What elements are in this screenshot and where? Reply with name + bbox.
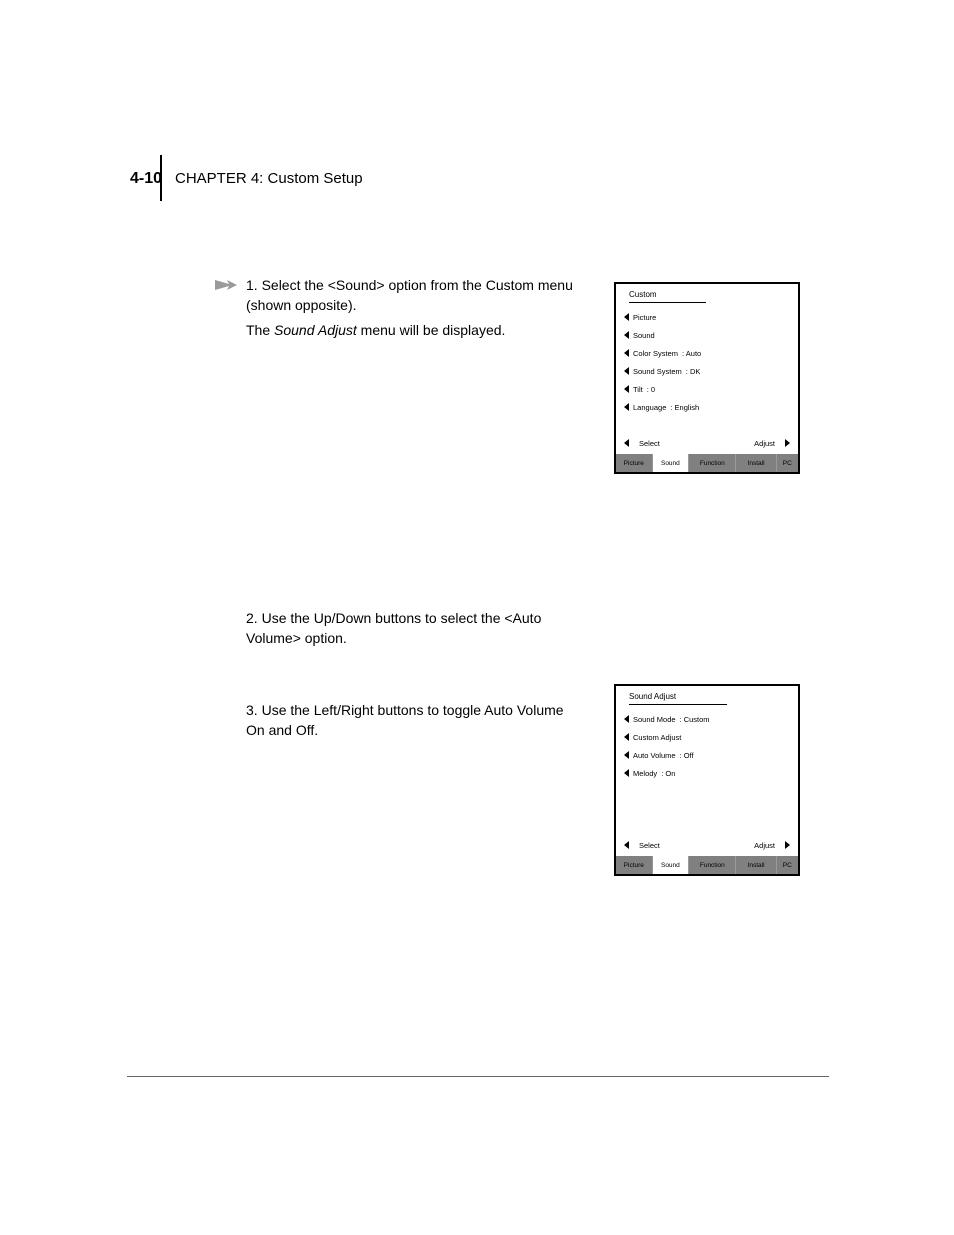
triangle-left-icon — [624, 367, 629, 375]
osd2-tab-1: Sound — [653, 856, 690, 874]
osd2-row-3: Melody : On — [624, 766, 675, 780]
triangle-right-icon — [785, 439, 790, 447]
step-1: 1. Select the <Sound> option from the Cu… — [246, 275, 586, 340]
triangle-left-icon — [624, 715, 629, 723]
osd2-footer-right: Adjust — [754, 841, 775, 850]
osd2-underline — [629, 704, 727, 705]
osd1-title: Custom — [629, 290, 657, 299]
osd-screen-custom: Custom Picture Sound Color System: Auto … — [614, 282, 800, 474]
header-title: CHAPTER 4: Custom Setup — [175, 170, 363, 187]
osd2-title: Sound Adjust — [629, 692, 676, 701]
osd1-row-1-label: Sound — [633, 331, 655, 340]
osd-screen-sound-adjust: Sound Adjust Sound Mode : Custom Custom A… — [614, 684, 800, 876]
step-arrow-icon — [215, 278, 237, 292]
osd2-tab-0: Picture — [616, 856, 653, 874]
osd1-footer: Select Adjust — [624, 436, 790, 450]
step-3: 3. Use the Left/Right buttons to toggle … — [246, 700, 586, 741]
page-number: 4-10 — [130, 170, 162, 188]
osd2-row-1-label: Custom Adjust — [633, 733, 681, 742]
osd1-row-0: Picture — [624, 310, 660, 324]
step-1-sub-em: Sound Adjust — [274, 322, 357, 338]
step-2-num: 2. — [246, 610, 258, 626]
footer-rule — [127, 1076, 829, 1077]
osd1-row-3-label: Sound System — [633, 367, 682, 376]
osd1-row-5: Language : English — [624, 400, 699, 414]
osd1-row-4: Tilt : 0 — [624, 382, 655, 396]
osd1-footer-right: Adjust — [754, 439, 775, 448]
osd1-tab-3: Install — [736, 454, 776, 472]
osd1-row-3-val: : DK — [686, 367, 701, 376]
triangle-left-icon — [624, 313, 629, 321]
triangle-left-icon — [624, 349, 629, 357]
osd2-footer-left: Select — [639, 841, 660, 850]
osd1-row-1: Sound — [624, 328, 659, 342]
osd1-row-2-label: Color System — [633, 349, 678, 358]
osd1-tab-2: Function — [689, 454, 736, 472]
step-1-num: 1. — [246, 277, 258, 293]
osd1-row-4-label: Tilt — [633, 385, 643, 394]
osd1-tab-bar: Picture Sound Function Install PC — [616, 454, 798, 472]
step-3-num: 3. — [246, 702, 258, 718]
triangle-left-icon — [624, 439, 629, 447]
osd2-row-2-val: : Off — [680, 751, 694, 760]
step-2: 2. Use the Up/Down buttons to select the… — [246, 608, 586, 649]
triangle-left-icon — [624, 841, 629, 849]
triangle-left-icon — [624, 403, 629, 411]
osd2-row-0: Sound Mode : Custom — [624, 712, 710, 726]
triangle-right-icon — [785, 841, 790, 849]
step-1-sub-prefix: The — [246, 322, 274, 338]
header-divider — [160, 155, 162, 201]
step-1-sub-suffix: menu will be displayed. — [357, 322, 506, 338]
osd2-row-2: Auto Volume : Off — [624, 748, 694, 762]
osd2-row-2-label: Auto Volume — [633, 751, 676, 760]
osd2-footer: Select Adjust — [624, 838, 790, 852]
step-3-text: Use the Left/Right buttons to toggle Aut… — [246, 702, 564, 738]
osd1-underline — [629, 302, 706, 303]
step-1-text: Select the <Sound> option from the Custo… — [246, 277, 573, 313]
osd2-row-0-val: : Custom — [680, 715, 710, 724]
step-2-text: Use the Up/Down buttons to select the <A… — [246, 610, 541, 646]
triangle-left-icon — [624, 751, 629, 759]
step-1-sub: The Sound Adjust menu will be displayed. — [246, 320, 586, 340]
osd1-row-0-label: Picture — [633, 313, 656, 322]
osd2-row-3-label: Melody — [633, 769, 657, 778]
osd1-row-5-label: Language — [633, 403, 666, 412]
osd1-tab-1: Sound — [653, 454, 690, 472]
osd1-tab-4: PC — [777, 454, 798, 472]
osd1-row-5-val: : English — [670, 403, 699, 412]
osd1-row-2-val: : Auto — [682, 349, 701, 358]
osd2-row-3-val: : On — [661, 769, 675, 778]
triangle-left-icon — [624, 769, 629, 777]
osd2-tab-3: Install — [736, 856, 776, 874]
osd2-tab-2: Function — [689, 856, 736, 874]
osd2-tab-4: PC — [777, 856, 798, 874]
osd1-row-2: Color System : Auto — [624, 346, 701, 360]
triangle-left-icon — [624, 331, 629, 339]
osd1-row-3: Sound System : DK — [624, 364, 700, 378]
osd2-row-1: Custom Adjust — [624, 730, 685, 744]
osd2-tab-bar: Picture Sound Function Install PC — [616, 856, 798, 874]
osd1-row-4-val: : 0 — [647, 385, 655, 394]
osd2-row-0-label: Sound Mode — [633, 715, 676, 724]
page-root: 4-10 CHAPTER 4: Custom Setup 1. Select t… — [0, 0, 954, 1235]
osd1-footer-left: Select — [639, 439, 660, 448]
osd1-tab-0: Picture — [616, 454, 653, 472]
triangle-left-icon — [624, 385, 629, 393]
triangle-left-icon — [624, 733, 629, 741]
